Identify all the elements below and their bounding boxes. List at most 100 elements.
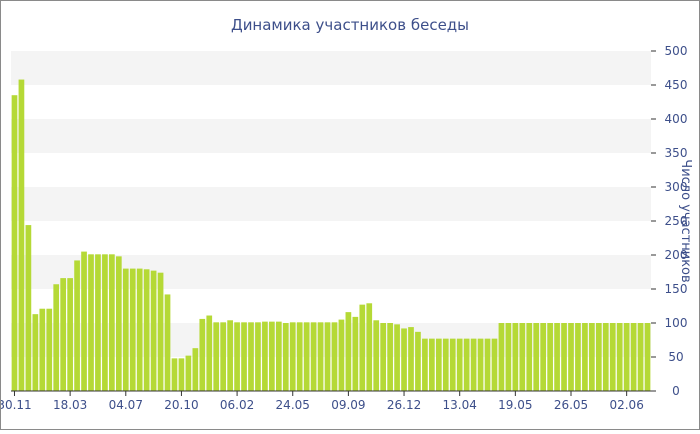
bar xyxy=(227,320,233,391)
bars xyxy=(11,79,651,391)
bar xyxy=(387,323,393,391)
bar xyxy=(380,323,387,391)
bar xyxy=(345,312,352,391)
bar xyxy=(143,269,150,391)
bar xyxy=(415,331,421,391)
bar xyxy=(429,338,435,391)
x-tick-label: 06.02 xyxy=(220,398,254,412)
chart-title: Динамика участников беседы xyxy=(231,16,469,34)
bar xyxy=(157,272,164,391)
y-tick-label: 150 xyxy=(665,282,688,296)
bar xyxy=(199,318,206,391)
x-tick-label: 09.09 xyxy=(331,398,365,412)
bar xyxy=(192,348,199,391)
x-tick-label: 02.06 xyxy=(609,398,643,412)
bar xyxy=(394,324,400,391)
bar xyxy=(185,355,192,391)
bar xyxy=(491,338,498,391)
bar xyxy=(32,314,39,391)
bar xyxy=(366,303,373,391)
bar xyxy=(275,321,282,391)
bar xyxy=(74,260,80,391)
bar xyxy=(623,323,630,391)
bar xyxy=(115,256,122,391)
bar xyxy=(401,328,407,391)
bar xyxy=(262,321,268,391)
bar xyxy=(477,338,484,391)
bar xyxy=(255,322,261,391)
bar xyxy=(359,304,366,391)
bar xyxy=(88,254,94,391)
y-tick-label: 400 xyxy=(665,112,688,126)
bar xyxy=(609,323,616,391)
bar xyxy=(338,319,345,391)
bar xyxy=(109,254,115,391)
bar xyxy=(317,322,324,391)
grid-band xyxy=(11,51,651,85)
bar xyxy=(206,315,213,391)
bar xyxy=(533,323,540,391)
y-tick-label: 250 xyxy=(665,214,688,228)
x-tick-label: 19.05 xyxy=(498,398,532,412)
bar xyxy=(547,323,553,391)
bar xyxy=(11,95,18,391)
bar xyxy=(324,322,331,391)
x-tick-label: 26.05 xyxy=(554,398,588,412)
bar xyxy=(470,338,477,391)
bar xyxy=(122,268,129,391)
bar xyxy=(484,338,491,391)
bar xyxy=(554,323,560,391)
y-tick-label: 300 xyxy=(665,180,688,194)
bar xyxy=(171,358,178,391)
bar xyxy=(408,327,414,391)
bar xyxy=(589,323,595,391)
bar xyxy=(95,254,101,391)
bar xyxy=(637,323,644,391)
bar xyxy=(269,321,275,391)
bar xyxy=(46,308,53,391)
grid-band xyxy=(11,187,651,221)
bar xyxy=(53,284,60,391)
bar xyxy=(102,254,108,391)
y-tick-label: 450 xyxy=(665,78,688,92)
bar xyxy=(39,308,46,391)
bar xyxy=(67,278,73,391)
y-tick-label: 0 xyxy=(672,384,680,398)
bar xyxy=(352,316,359,391)
bar xyxy=(220,322,227,391)
bar xyxy=(136,268,143,391)
bar xyxy=(595,323,602,391)
bar xyxy=(644,323,651,391)
bar xyxy=(164,294,171,391)
y-tick-label: 100 xyxy=(665,316,688,330)
x-tick-label: 13.04 xyxy=(443,398,477,412)
x-tick-label: 24.05 xyxy=(276,398,310,412)
bar xyxy=(456,338,463,391)
bar xyxy=(248,322,254,391)
bar xyxy=(526,323,533,391)
bar xyxy=(519,323,526,391)
bar xyxy=(422,338,428,391)
x-tick-label: 18.03 xyxy=(53,398,87,412)
y-axis-ticks: 0 50 100 150 200 250 300 350 400 450 500 xyxy=(651,44,687,398)
bar xyxy=(310,322,317,391)
bar xyxy=(289,322,296,391)
bar xyxy=(331,322,338,391)
bar xyxy=(18,79,25,391)
y-tick-label: 500 xyxy=(665,44,688,58)
bar xyxy=(296,322,303,391)
bar xyxy=(582,323,588,391)
x-axis-ticks: 30.11 18.03 04.07 20.10 06.02 24.05 09.09 26.12… xyxy=(0,391,644,412)
bar xyxy=(241,322,247,391)
bar xyxy=(512,323,519,391)
bar xyxy=(498,323,505,391)
grid-band xyxy=(11,119,651,153)
bar xyxy=(25,225,32,391)
bar xyxy=(568,323,574,391)
y-tick-label: 350 xyxy=(665,146,688,160)
bar xyxy=(630,323,637,391)
x-tick-label: 20.10 xyxy=(164,398,198,412)
bar xyxy=(178,358,185,391)
y-axis-label: Число участников xyxy=(678,159,693,282)
